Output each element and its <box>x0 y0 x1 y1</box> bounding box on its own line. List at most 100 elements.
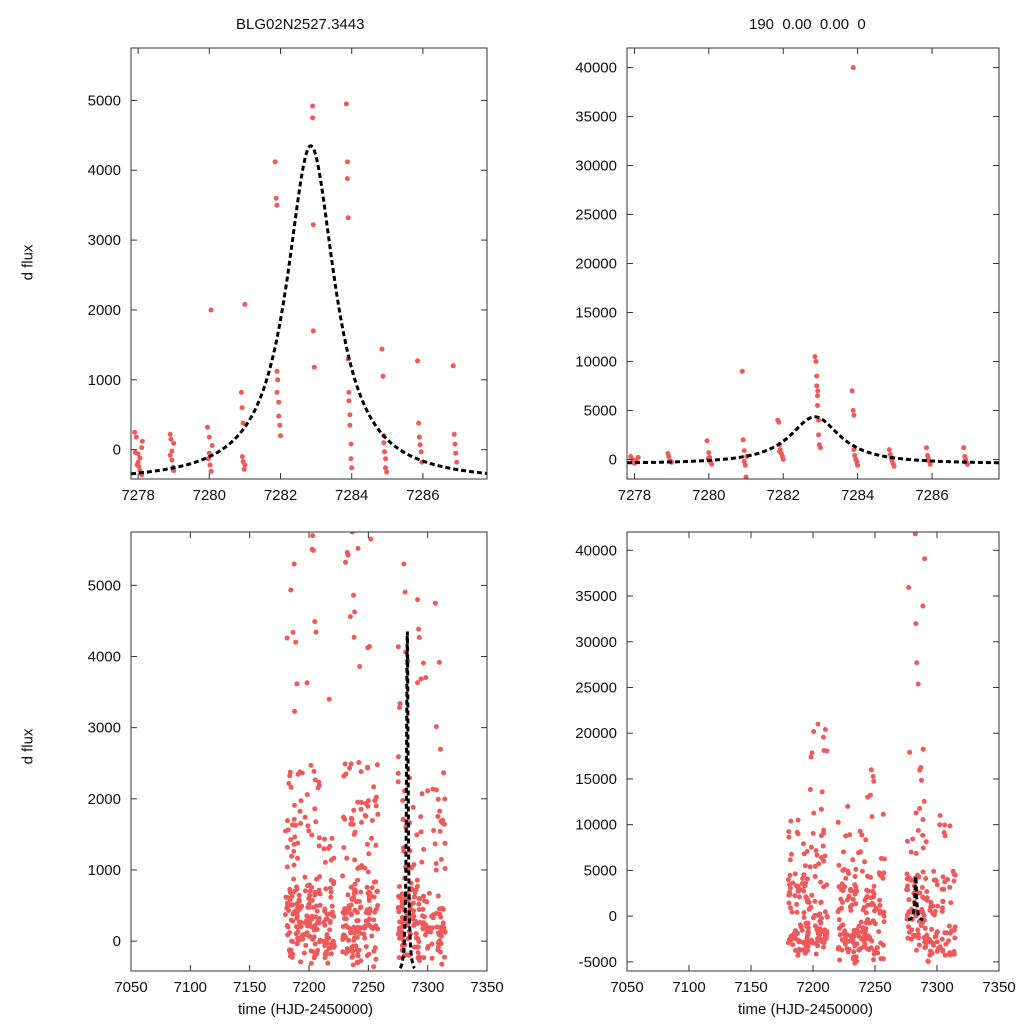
data-point <box>904 838 910 844</box>
data-point <box>792 893 798 899</box>
data-point <box>928 899 934 905</box>
data-point <box>803 944 809 950</box>
data-point <box>397 884 402 889</box>
data-point <box>802 863 808 869</box>
data-point <box>417 919 423 925</box>
data-point <box>383 456 388 462</box>
data-point <box>418 449 424 455</box>
data-point <box>923 839 929 845</box>
data-point <box>941 886 947 892</box>
y-tick-label: 40000 <box>575 542 617 559</box>
data-point <box>939 936 945 942</box>
x-tick-label: 7150 <box>233 979 266 996</box>
x-tick-label: 7280 <box>692 487 725 504</box>
data-point <box>433 861 439 866</box>
data-point <box>341 932 347 938</box>
data-point <box>277 422 283 428</box>
data-point <box>905 935 911 941</box>
data-point <box>397 701 403 707</box>
data-point <box>285 818 290 824</box>
data-point <box>366 922 372 928</box>
data-point <box>208 307 214 313</box>
data-point <box>919 885 925 890</box>
data-point <box>274 202 280 208</box>
data-point <box>290 629 296 635</box>
data-point <box>812 923 818 929</box>
data-point <box>332 943 337 949</box>
data-point <box>430 786 436 792</box>
data-point <box>946 938 951 944</box>
model-curve <box>907 871 924 922</box>
data-point <box>709 461 715 467</box>
data-point <box>295 935 301 941</box>
data-point <box>420 660 426 666</box>
data-point <box>239 454 245 460</box>
data-point <box>951 878 957 884</box>
data-point <box>821 944 826 950</box>
y-tick-label: 1000 <box>88 862 121 879</box>
data-point <box>365 869 371 875</box>
data-point <box>796 939 802 945</box>
data-point <box>920 603 926 609</box>
data-point <box>415 680 421 686</box>
data-point <box>291 876 297 882</box>
data-point <box>793 883 799 889</box>
data-point <box>815 393 820 399</box>
data-point <box>439 961 445 967</box>
data-point <box>139 438 145 444</box>
data-point <box>921 913 927 919</box>
data-point <box>801 888 807 894</box>
data-point <box>801 872 807 878</box>
data-point <box>441 925 447 931</box>
data-point <box>301 950 307 956</box>
data-point <box>364 953 370 959</box>
data-point <box>817 918 823 924</box>
data-point <box>961 445 967 451</box>
data-point <box>813 951 819 957</box>
data-point <box>294 884 300 890</box>
data-point <box>814 373 820 379</box>
data-point <box>919 777 924 783</box>
x-tick-label: 7300 <box>920 979 953 996</box>
data-point <box>741 448 747 454</box>
data-point <box>395 644 401 650</box>
data-point <box>292 708 297 714</box>
data-point <box>309 546 315 552</box>
y-tick-label: 0 <box>113 442 121 459</box>
data-point <box>851 954 857 960</box>
data-point <box>288 917 294 923</box>
x-tick-label: 7250 <box>858 979 891 996</box>
data-point <box>340 910 346 916</box>
data-point <box>441 770 447 776</box>
data-point <box>415 358 421 364</box>
data-point <box>287 773 293 779</box>
data-point <box>314 951 320 956</box>
data-point <box>371 879 377 885</box>
data-point <box>906 929 912 935</box>
data-point <box>881 919 887 925</box>
data-point <box>836 884 842 890</box>
data-point <box>910 836 916 842</box>
data-point <box>296 919 302 925</box>
data-point <box>171 440 177 446</box>
y-tick-label: 10000 <box>575 353 617 370</box>
y-axis-label-top: d flux <box>19 244 37 281</box>
data-point <box>421 955 427 961</box>
data-point <box>791 931 797 937</box>
data-point <box>742 462 748 468</box>
data-point <box>805 924 811 930</box>
data-point <box>856 923 862 929</box>
data-point <box>818 879 824 885</box>
data-point <box>835 819 841 825</box>
data-point <box>285 932 291 938</box>
data-point <box>241 466 247 472</box>
data-point <box>343 771 349 777</box>
data-point <box>341 916 347 921</box>
data-point <box>398 930 404 936</box>
data-point <box>343 950 349 956</box>
data-point <box>284 923 290 928</box>
data-point <box>942 879 948 885</box>
data-point <box>913 810 919 816</box>
data-point <box>293 924 299 930</box>
